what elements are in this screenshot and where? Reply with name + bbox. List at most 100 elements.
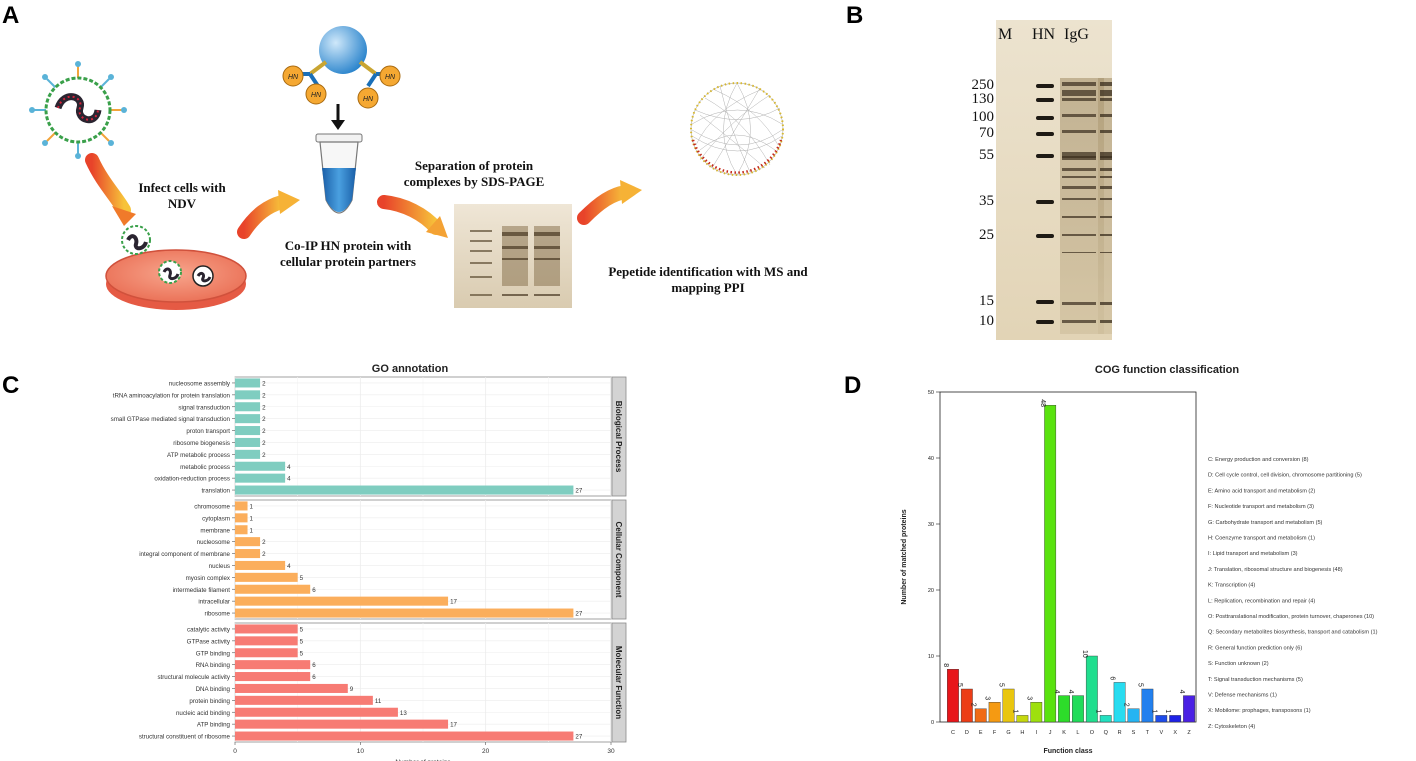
hn-lane-band (1062, 176, 1096, 178)
lane-label-hn: HN (1032, 26, 1056, 43)
cog-bar-value: 4 (1067, 690, 1074, 694)
hn-lane-band (1062, 168, 1096, 171)
igg-lane-band (1100, 176, 1112, 178)
igg-lane-band (1100, 168, 1112, 171)
go-bar (235, 537, 261, 547)
igg-lane-band (1100, 152, 1112, 158)
go-category-label: metabolic process (180, 464, 230, 471)
go-category-label: structural molecule activity (157, 674, 230, 681)
cog-bar (1169, 715, 1182, 723)
arrow-icon (85, 153, 131, 217)
cog-y-tick: 50 (928, 390, 934, 396)
cog-bar (1072, 695, 1084, 723)
cog-bar (1044, 405, 1057, 723)
cog-legend-item: S: Function unknown (2) (1208, 661, 1269, 667)
go-bar (235, 648, 298, 658)
go-category-label: GTP binding (196, 650, 231, 657)
go-bar-value: 1 (250, 527, 254, 534)
petri-dish-icon (105, 225, 247, 310)
hn-label: HN (363, 96, 374, 103)
go-bar (235, 437, 261, 447)
go-bar (235, 596, 449, 606)
go-bar (235, 426, 261, 436)
go-bar-value: 4 (287, 464, 291, 471)
marker-label: 35 (979, 193, 994, 209)
go-bar (235, 719, 449, 729)
cog-classification-chart: COG function classification 0 10 20 30 40 50 Nu… (901, 364, 1378, 755)
cog-legend-item: X: Mobilome: prophages, transposons (1) (1208, 708, 1311, 714)
facet-label: Biological Process (614, 401, 623, 473)
go-category-label: proton transport (186, 428, 230, 435)
go-bar-value: 17 (450, 722, 457, 729)
go-bar (235, 402, 261, 412)
marker-band (1036, 154, 1054, 158)
marker-band (1036, 116, 1054, 120)
cog-bar-value: 2 (1123, 703, 1130, 707)
cog-bar (1085, 655, 1098, 723)
go-facet: Biological Process nucleosome assembly 2 tR… (111, 376, 627, 497)
cog-bar (947, 669, 959, 723)
go-annotation-chart: GO annotation Biological Process nucleosom… (111, 363, 627, 761)
tube-icon (315, 133, 363, 214)
go-bar (235, 378, 261, 388)
marker-label: 55 (979, 147, 994, 163)
go-bar-value: 5 (300, 650, 304, 657)
marker-band (1036, 234, 1054, 238)
cog-bar-value: 6 (1109, 676, 1116, 680)
lane-label-igg: IgG (1064, 26, 1089, 43)
cog-bar (988, 702, 1001, 723)
go-bar (235, 584, 311, 594)
go-bar-value: 2 (262, 551, 266, 558)
cog-legend-item: H: Coenzyme transport and metabolism (1) (1208, 536, 1315, 542)
panel-label-b: B (846, 2, 864, 29)
cog-category-label: V (1159, 730, 1163, 736)
gel-image (996, 20, 1112, 340)
go-bar-value: 1 (250, 503, 254, 510)
cog-legend-item: G: Carbohydrate transport and metabolism… (1208, 520, 1323, 526)
cog-category-label: O (1090, 730, 1095, 736)
cog-category-label: H (1020, 730, 1024, 736)
panel-label-d: D (844, 372, 862, 399)
hn-lane-band (1062, 186, 1096, 189)
go-category-label: nucleosome (197, 539, 231, 546)
hn-lane-band (1062, 152, 1096, 158)
cog-category-label: T (1146, 730, 1150, 736)
go-category-label: small GTPase mediated signal transductio… (111, 416, 231, 423)
cog-bar-value: 5 (1136, 683, 1143, 687)
cog-legend-item: L: Replication, recombination and repair… (1208, 598, 1315, 604)
cog-bar-value: 8 (942, 663, 949, 667)
cog-category-label: Q (1104, 730, 1109, 736)
cog-bar (1113, 682, 1126, 723)
hn-lane-band (1062, 114, 1096, 117)
hn-lane-band (1062, 130, 1096, 133)
marker-label: 25 (979, 227, 994, 243)
go-bar (235, 473, 286, 483)
cog-bar-value: 1 (1095, 709, 1102, 713)
go-bar (235, 390, 261, 400)
go-bar (235, 624, 298, 634)
cog-legend-item: I: Lipid transport and metabolism (3) (1208, 551, 1298, 557)
go-bar-value: 2 (262, 428, 266, 435)
cog-category-label: G (1006, 730, 1010, 736)
cog-legend-item: F: Nucleotide transport and metabolism (… (1208, 504, 1314, 510)
hn-lane-band (1062, 98, 1096, 101)
go-bar (235, 485, 574, 495)
cog-category-label: E (979, 730, 983, 736)
go-bar-value: 13 (400, 710, 407, 717)
go-category-label: structural constituent of ribosome (139, 734, 231, 741)
go-x-axis-label: Number of proteins (395, 759, 451, 761)
cog-legend-item: V: Defense mechanisms (1) (1208, 693, 1277, 699)
igg-lane-band (1100, 234, 1112, 236)
hn-lane-band (1062, 82, 1096, 86)
go-x-tick: 0 (233, 748, 237, 755)
cog-bar (1099, 715, 1112, 723)
arrow-icon (237, 195, 289, 239)
cog-category-label: D (965, 730, 969, 736)
igg-lane-band (1100, 82, 1112, 86)
go-bar-value: 1 (250, 515, 254, 522)
cog-bar-value: 3 (984, 696, 991, 700)
cog-bar (1030, 702, 1043, 723)
step-infect-caption: Infect cells with NDV (138, 180, 226, 211)
ppi-network-icon (690, 82, 784, 176)
go-bar (235, 695, 373, 705)
